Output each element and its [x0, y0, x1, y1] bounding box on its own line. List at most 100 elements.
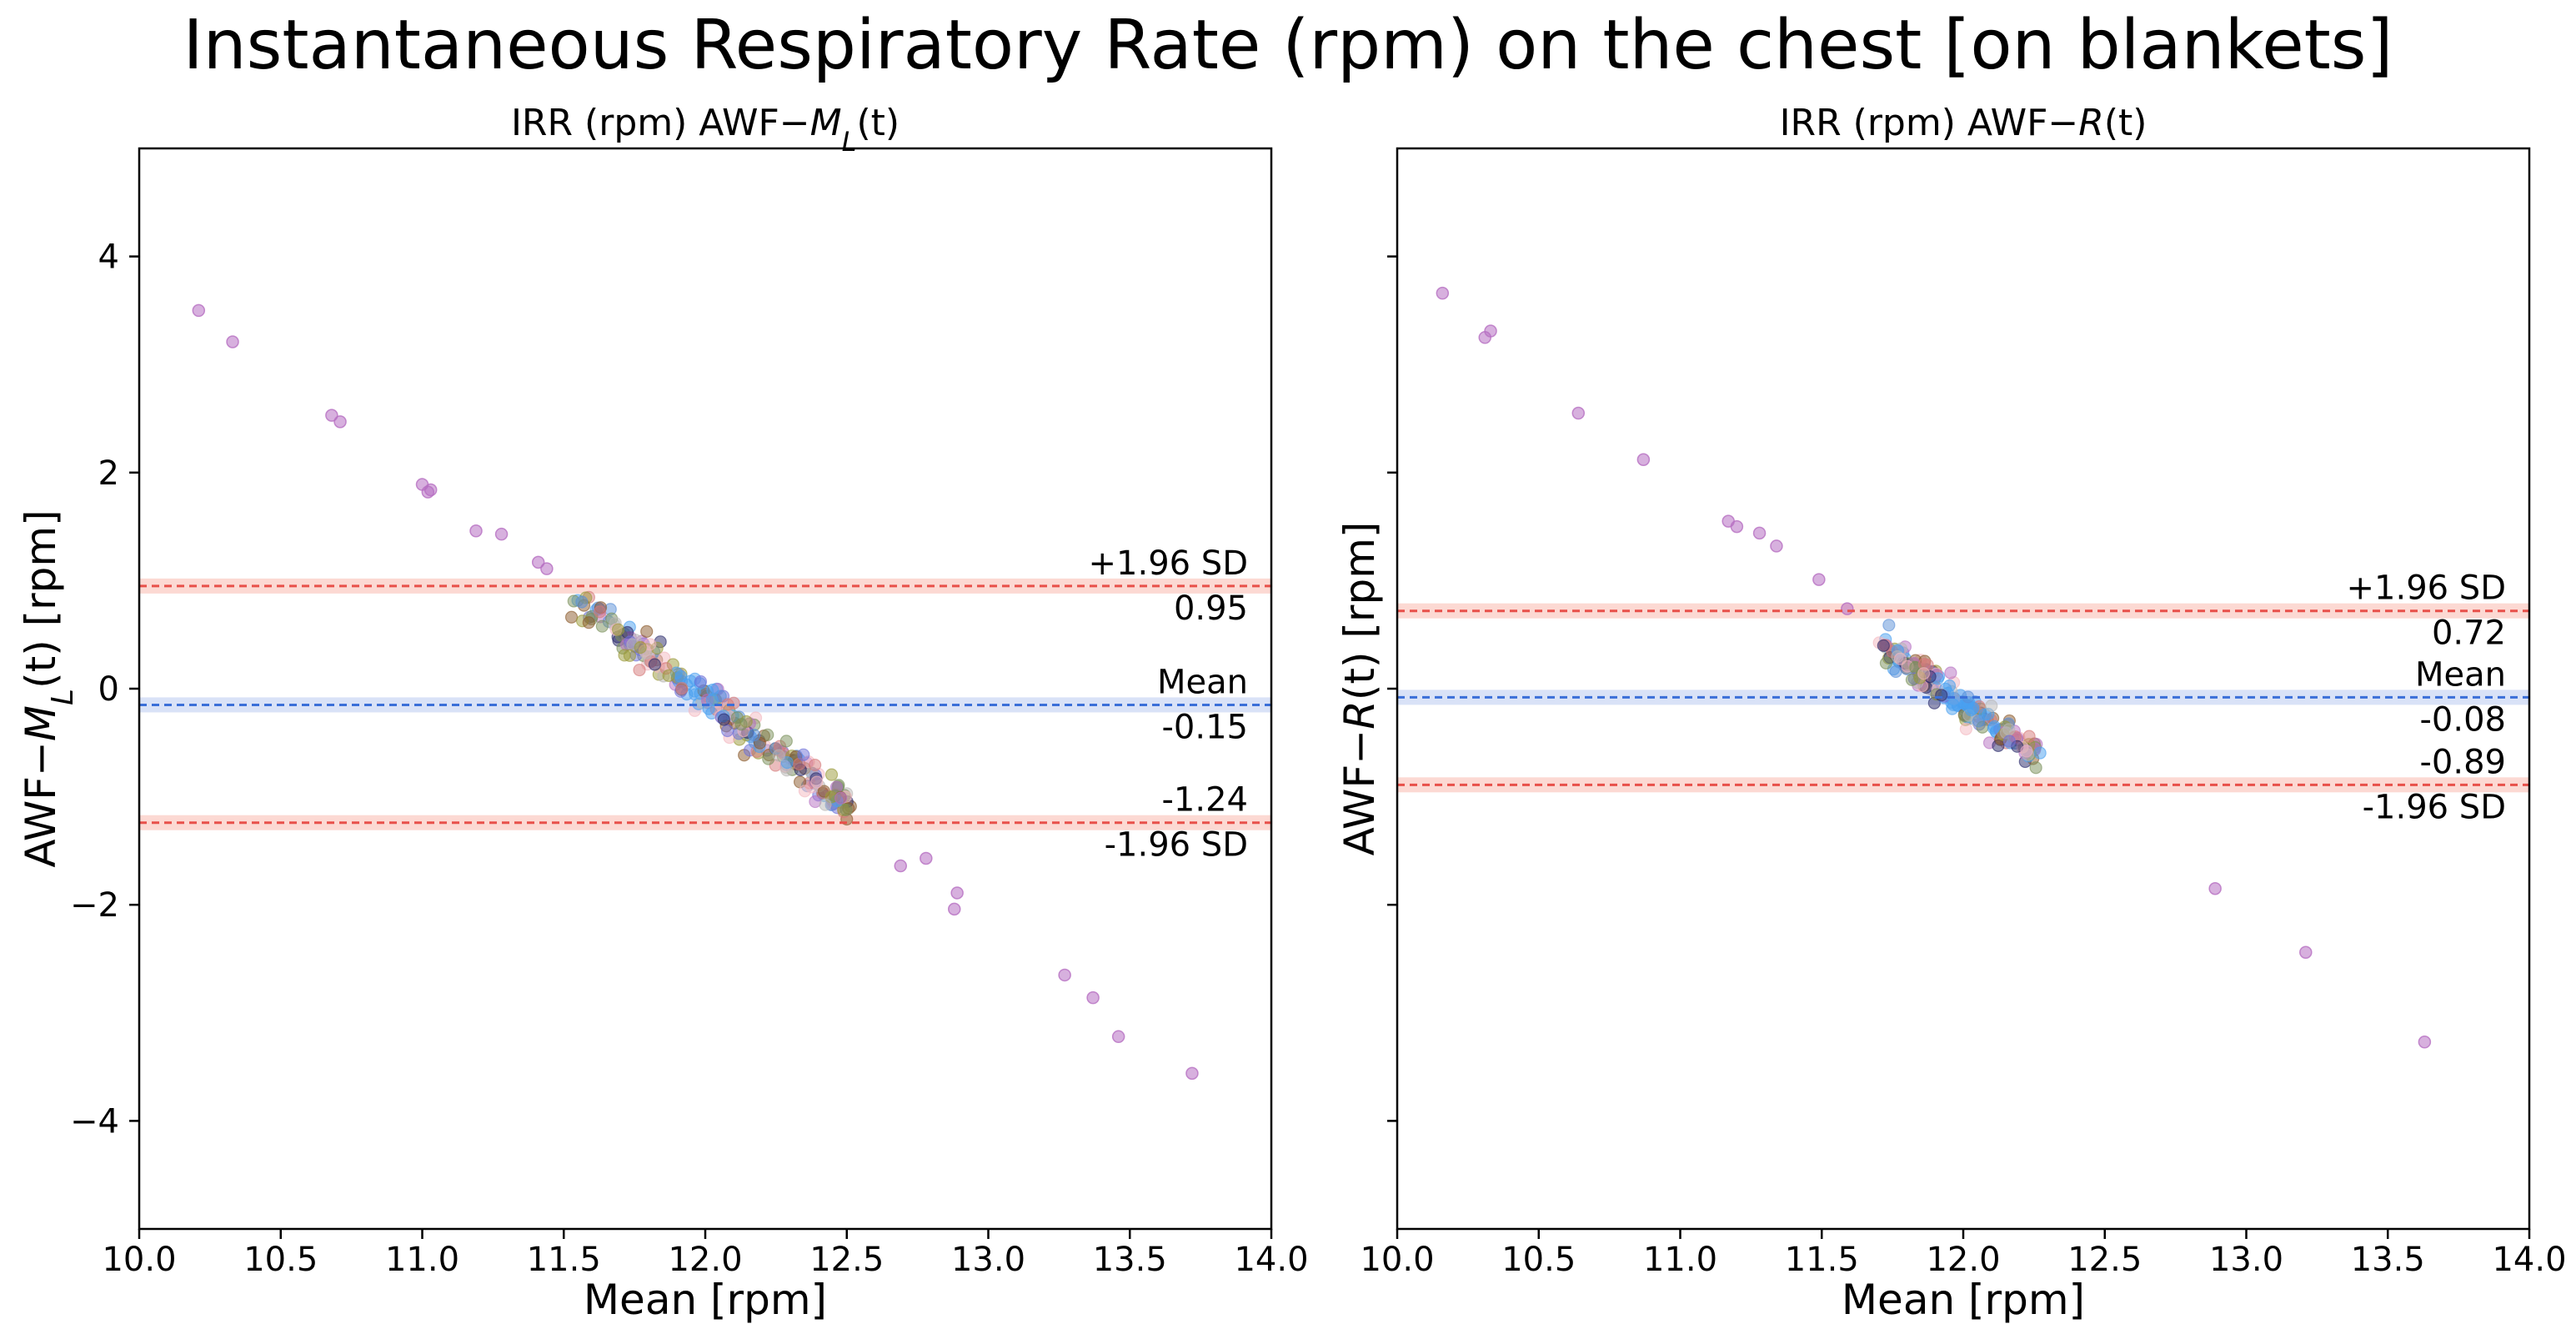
bland-altman-panel-r: IRR (rpm) AWF−R(t) 10.0 10.5 11.0 11.5 12.0 12…	[1336, 102, 2567, 1324]
data-point	[824, 768, 839, 781]
data-point	[1882, 619, 1896, 632]
data-point	[2029, 761, 2042, 775]
data-point	[797, 748, 810, 761]
x-tick-label: 11.5	[527, 1241, 601, 1279]
figure-title: Instantaneous Respiratory Rate (rpm) on …	[183, 6, 2393, 85]
data-point	[648, 658, 661, 671]
data-point	[2418, 1036, 2432, 1049]
mean-value: -0.08	[2420, 700, 2507, 739]
x-axis-label: Mean [rpm]	[1842, 1276, 2085, 1324]
x-tick-label: 13.5	[1093, 1241, 1167, 1279]
data-point	[1893, 652, 1907, 665]
data-point	[633, 663, 646, 677]
data-point	[2299, 945, 2313, 959]
data-point	[1935, 689, 1948, 702]
data-point	[662, 669, 675, 682]
x-tick-label: 12.0	[668, 1241, 742, 1279]
lower-loa-label: -1.96 SD	[2363, 788, 2506, 826]
y-tick-label: −2	[70, 886, 119, 925]
data-point	[1917, 667, 1931, 680]
y-tick-label: −4	[70, 1102, 119, 1141]
mean-label: Mean	[2415, 655, 2506, 694]
x-tick-label: 11.0	[1643, 1241, 1717, 1279]
x-tick-label: 10.5	[243, 1241, 318, 1279]
data-point	[920, 851, 933, 865]
data-point	[948, 902, 961, 916]
data-point	[675, 681, 689, 695]
x-tick-label: 14.0	[1234, 1241, 1308, 1279]
lower-loa-value: -0.89	[2420, 743, 2507, 781]
data-point	[575, 595, 589, 609]
upper-loa-value: 0.95	[1174, 589, 1248, 628]
data-point	[593, 605, 607, 619]
data-point	[810, 775, 824, 789]
data-point	[1985, 699, 1998, 713]
x-tick-label: 10.0	[102, 1241, 176, 1279]
data-point	[634, 640, 647, 654]
data-point	[333, 415, 347, 429]
data-point	[226, 335, 239, 349]
data-point	[734, 718, 748, 731]
data-point	[950, 886, 964, 900]
data-point	[1964, 703, 1978, 717]
panel-title: IRR (rpm) AWF−ML(t)	[511, 102, 900, 158]
data-point	[761, 728, 774, 741]
data-point	[623, 649, 637, 662]
data-point	[611, 623, 625, 636]
panel-title: IRR (rpm) AWF−R(t)	[1780, 102, 2148, 144]
data-point	[192, 303, 206, 318]
data-point	[2002, 735, 2016, 748]
x-tick-label: 12.5	[2067, 1241, 2142, 1279]
data-point	[1111, 1030, 1125, 1044]
data-point	[779, 735, 793, 748]
data-point	[1879, 656, 1893, 669]
data-point	[1086, 990, 1100, 1005]
x-tick-label: 14.0	[2492, 1241, 2566, 1279]
lower-loa-value: -1.24	[1162, 781, 1249, 820]
data-point	[1571, 406, 1586, 420]
data-point	[1877, 639, 1890, 653]
data-point	[540, 562, 554, 575]
data-point	[1944, 666, 1957, 680]
upper-loa-value: 0.72	[2432, 614, 2506, 653]
y-tick-label: 0	[98, 670, 119, 709]
upper-loa-label: +1.96 SD	[1089, 544, 1248, 583]
data-point	[834, 791, 848, 805]
data-point	[1752, 526, 1767, 540]
data-point	[798, 785, 812, 798]
mean-value: -0.15	[1162, 708, 1249, 746]
data-point	[1959, 722, 1972, 735]
x-tick-label: 13.0	[2209, 1241, 2283, 1279]
data-point	[469, 524, 483, 538]
data-point	[1185, 1066, 1199, 1081]
data-point	[819, 798, 832, 811]
plot-frame	[1396, 147, 2531, 1231]
data-point	[780, 755, 794, 770]
data-point	[772, 749, 785, 762]
y-tick-label: 4	[98, 238, 119, 277]
data-point	[1436, 286, 1450, 300]
x-tick-label: 10.0	[1360, 1241, 1434, 1279]
data-point	[1484, 324, 1497, 338]
y-axis-label: AWF−ML(t) [rpm]	[17, 509, 80, 867]
x-tick-label: 13.5	[2351, 1241, 2425, 1279]
data-point	[494, 527, 509, 541]
x-tick-label: 13.0	[951, 1241, 1025, 1279]
y-axis-label: AWF−R(t) [rpm]	[1336, 522, 1384, 856]
y-tick-label: 2	[98, 454, 119, 493]
data-point	[2002, 723, 2016, 736]
data-point	[595, 619, 609, 633]
data-point	[1636, 453, 1651, 466]
data-point	[531, 555, 545, 569]
data-point	[2020, 745, 2033, 758]
x-tick-label: 11.5	[1785, 1241, 1859, 1279]
data-point	[325, 409, 338, 422]
data-point	[1812, 573, 1826, 586]
data-point	[1770, 539, 1783, 553]
bland-altman-panel-ml: IRR (rpm) AWF−ML(t) 10.0 10.5 11.0 11.5 12.0 1…	[17, 102, 1309, 1324]
data-point	[720, 724, 734, 738]
data-point	[564, 610, 579, 624]
data-point	[1889, 664, 1902, 679]
x-tick-label: 12.0	[1926, 1241, 2000, 1279]
